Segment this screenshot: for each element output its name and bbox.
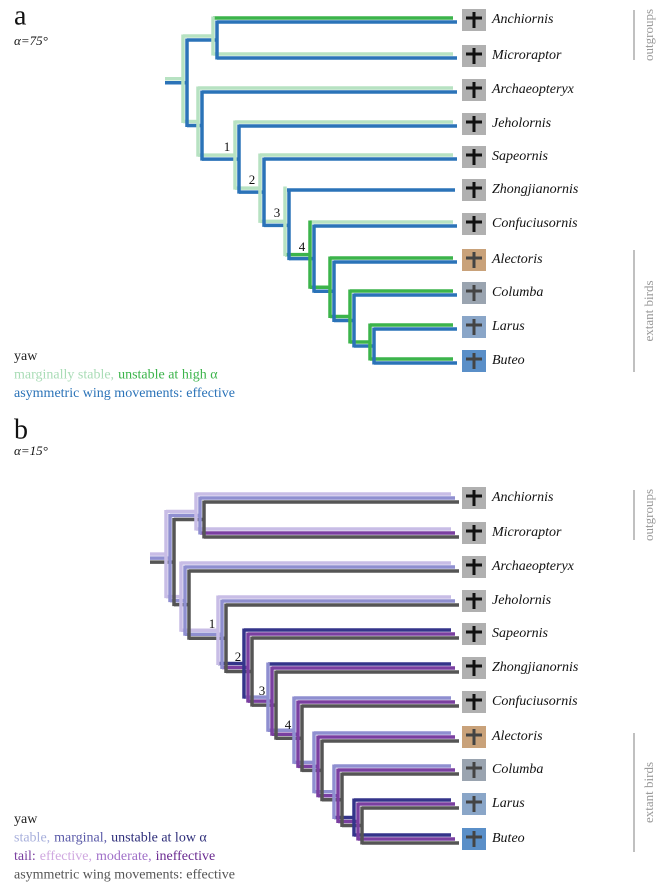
taxon-name: Buteo bbox=[492, 831, 525, 846]
taxon-silhouette bbox=[466, 660, 482, 676]
taxon-name: Zhongjianornis bbox=[492, 660, 579, 675]
taxon-name: Anchiornis bbox=[491, 490, 554, 505]
taxon-silhouette bbox=[466, 559, 482, 575]
group-label: extant birds bbox=[641, 280, 656, 341]
angle-label: α=15° bbox=[14, 443, 48, 458]
taxon-name: Larus bbox=[491, 319, 525, 334]
legend-entry: yaw bbox=[14, 812, 38, 827]
tree bbox=[150, 492, 459, 845]
taxon-silhouette bbox=[466, 729, 482, 745]
taxon-silhouette bbox=[466, 525, 482, 541]
angle-label: α=75° bbox=[14, 33, 48, 48]
panel-label: b bbox=[14, 414, 28, 445]
legend-line: yaw bbox=[14, 812, 38, 827]
taxon-silhouette bbox=[466, 796, 482, 812]
taxon-name: Sapeornis bbox=[492, 149, 549, 164]
taxon-name: Microraptor bbox=[491, 525, 562, 540]
panel-label: a bbox=[14, 0, 27, 31]
taxon-silhouette bbox=[466, 319, 482, 335]
taxon-name: Jeholornis bbox=[492, 593, 552, 608]
taxon-name: Buteo bbox=[492, 353, 525, 368]
taxon-silhouette bbox=[466, 182, 482, 198]
taxon-name: Anchiornis bbox=[491, 12, 554, 27]
taxon-name: Alectoris bbox=[491, 729, 543, 744]
legend-entry: ineffective bbox=[156, 849, 216, 864]
taxon-silhouette bbox=[466, 831, 482, 847]
taxon-name: Alectoris bbox=[491, 252, 543, 267]
legend-line: asymmetric wing movements: effective bbox=[14, 386, 235, 401]
legend-line: asymmetric wing movements: effective bbox=[14, 868, 235, 883]
taxon-silhouette bbox=[466, 626, 482, 642]
taxon-silhouette bbox=[466, 694, 482, 710]
legend-entry: tail: bbox=[14, 849, 36, 864]
taxon-silhouette bbox=[466, 149, 482, 165]
taxon-silhouette bbox=[466, 285, 482, 301]
taxon-silhouette bbox=[466, 353, 482, 369]
panel: a α=75° 1 2 3 4 Anchiornis Microraptor Archaeopt… bbox=[14, 0, 656, 401]
group-label: outgroups bbox=[641, 489, 656, 541]
taxon-silhouette bbox=[466, 490, 482, 506]
node-label: 4 bbox=[285, 717, 292, 732]
legend-line: tail: effective, moderate, ineffective bbox=[14, 849, 215, 864]
taxon-silhouette bbox=[466, 216, 482, 232]
taxon-name: Jeholornis bbox=[492, 116, 552, 131]
legend-entry: yaw bbox=[14, 349, 38, 364]
taxon-silhouette bbox=[466, 762, 482, 778]
taxon-silhouette bbox=[466, 116, 482, 132]
taxon-silhouette bbox=[466, 82, 482, 98]
taxon-name: Microraptor bbox=[491, 48, 562, 63]
taxon-name: Archaeopteryx bbox=[491, 82, 575, 97]
node-label: 4 bbox=[299, 239, 306, 254]
taxon-silhouette bbox=[466, 252, 482, 268]
node-label: 1 bbox=[209, 616, 216, 631]
legend-line: stable, marginal, unstable at low α bbox=[14, 831, 207, 846]
taxon-silhouette bbox=[466, 12, 482, 28]
panel: bα=15° 1 2 3 4 Anchiornis Microraptor Archaeopt… bbox=[14, 414, 656, 882]
taxon-name: Confuciusornis bbox=[492, 216, 578, 231]
taxon-name: Columba bbox=[492, 285, 543, 300]
node-label: 3 bbox=[274, 205, 281, 220]
legend-entry: marginally stable, bbox=[14, 368, 114, 383]
node-label: 2 bbox=[249, 172, 256, 187]
node-label: 3 bbox=[259, 683, 266, 698]
legend-entry: stable, bbox=[14, 831, 50, 846]
taxon-silhouette bbox=[466, 48, 482, 64]
legend-line: marginally stable, unstable at high α bbox=[14, 368, 218, 383]
node-label: 1 bbox=[224, 139, 231, 154]
taxon-name: Zhongjianornis bbox=[492, 182, 579, 197]
legend-entry: moderate, bbox=[96, 849, 152, 864]
legend-entry: marginal, bbox=[54, 831, 107, 846]
tree bbox=[165, 16, 457, 365]
taxon-name: Larus bbox=[491, 796, 525, 811]
taxon-name: Columba bbox=[492, 762, 543, 777]
taxon-silhouette bbox=[466, 593, 482, 609]
legend-entry: asymmetric wing movements: effective bbox=[14, 868, 235, 883]
node-label: 2 bbox=[235, 649, 242, 664]
legend-entry: asymmetric wing movements: effective bbox=[14, 386, 235, 401]
taxon-name: Confuciusornis bbox=[492, 694, 578, 709]
legend-line: yaw bbox=[14, 349, 38, 364]
group-label: outgroups bbox=[641, 9, 656, 61]
legend-entry: unstable at high α bbox=[118, 368, 218, 383]
legend-entry: unstable at low α bbox=[111, 831, 207, 846]
taxon-name: Sapeornis bbox=[492, 626, 549, 641]
group-label: extant birds bbox=[641, 762, 656, 823]
legend-entry: effective, bbox=[40, 849, 92, 864]
taxon-name: Archaeopteryx bbox=[491, 559, 575, 574]
